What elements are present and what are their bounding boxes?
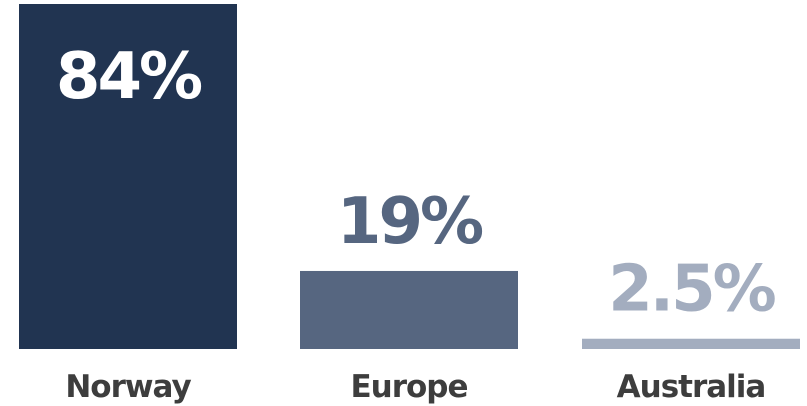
value-label-europe: 19%	[337, 185, 483, 259]
category-labels-group: Norway Europe Australia	[65, 369, 766, 405]
category-label-norway: Norway	[65, 369, 191, 405]
bars-group	[19, 4, 800, 349]
bar-australia	[582, 338, 800, 349]
value-label-norway: 84%	[56, 40, 202, 114]
bar-norway	[19, 4, 237, 349]
value-labels-group: 84% 19% 2.5%	[56, 40, 779, 327]
category-label-australia: Australia	[617, 369, 766, 405]
bar-europe	[300, 270, 518, 349]
category-label-europe: Europe	[350, 369, 467, 405]
value-label-australia: 2.5%	[608, 253, 775, 327]
